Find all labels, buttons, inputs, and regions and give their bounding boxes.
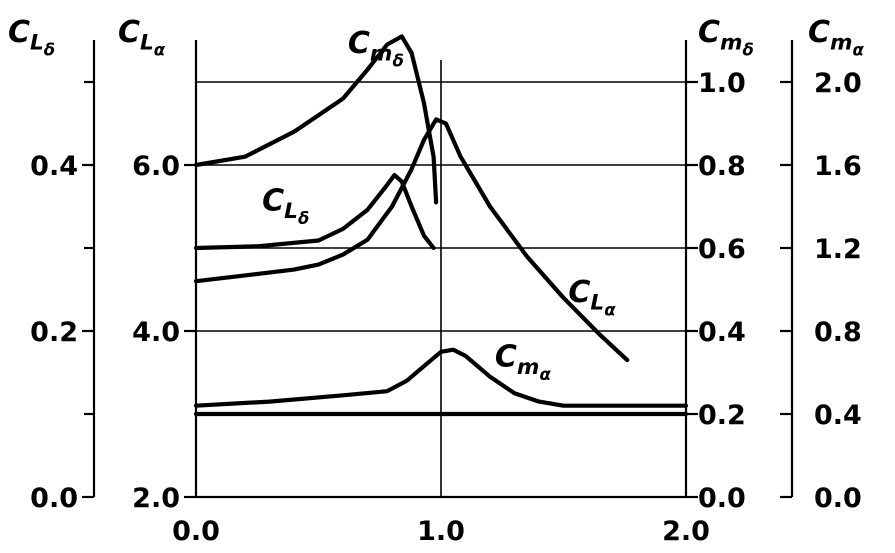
axis-title-cl_delta: CLδ — [8, 15, 55, 60]
tick-label-cm_alpha-2: 1.2 — [814, 234, 862, 265]
tick-label-cm_delta-3: 0.4 — [698, 317, 746, 348]
axis-titles: CLδ CLα Cmδ Cmα — [8, 15, 865, 60]
tick-label-cm_delta-5: 0.0 — [698, 483, 746, 514]
tick-label-cm_alpha-3: 0.8 — [814, 317, 862, 348]
series-3 — [193, 347, 689, 408]
series-label-2: CLδ — [262, 184, 309, 229]
series-2 — [193, 172, 436, 251]
tick-label-cm_delta-1: 0.8 — [698, 151, 746, 182]
tick-label-cm_alpha-5: 0.0 — [814, 483, 862, 514]
tick-label-cl_alpha-2: 2.0 — [132, 483, 180, 514]
series-label-0: Cmδ — [348, 26, 404, 70]
tick-label-cl_delta-1: 0.2 — [30, 317, 78, 348]
tick-labels: 0.40.20.06.04.02.01.00.80.60.40.20.02.01… — [30, 68, 862, 547]
tick-label-cm_delta-4: 0.2 — [698, 400, 746, 431]
series-1 — [193, 117, 630, 363]
grid — [196, 60, 686, 497]
series-label-1: CLα — [568, 275, 616, 320]
x-tick-label-1: 1.0 — [417, 516, 465, 547]
tick-label-cm_alpha-1: 1.6 — [814, 151, 862, 182]
series-0 — [193, 34, 439, 205]
tick-label-cl_alpha-0: 6.0 — [132, 151, 180, 182]
tick-label-cl_alpha-1: 4.0 — [132, 317, 180, 348]
tick-label-cm_delta-0: 1.0 — [698, 68, 746, 99]
tick-label-cm_delta-2: 0.6 — [698, 234, 746, 265]
axis-title-cm_delta: Cmδ — [698, 15, 754, 60]
series-label-3: Cmα — [495, 339, 552, 384]
tick-label-cl_delta-0: 0.4 — [30, 151, 78, 182]
tick-label-cm_alpha-0: 2.0 — [814, 68, 862, 99]
x-tick-label-2: 2.0 — [662, 516, 710, 547]
tick-label-cm_alpha-4: 0.4 — [814, 400, 862, 431]
curves — [193, 34, 689, 417]
curve-labels: Cmδ CLα CLδ Cmα — [262, 26, 616, 384]
axis-title-cl_alpha: CLα — [118, 15, 166, 60]
axis-title-cm_alpha: Cmα — [808, 15, 865, 60]
x-tick-label-0: 0.0 — [172, 516, 220, 547]
tick-label-cl_delta-2: 0.0 — [30, 483, 78, 514]
axes — [82, 40, 794, 499]
